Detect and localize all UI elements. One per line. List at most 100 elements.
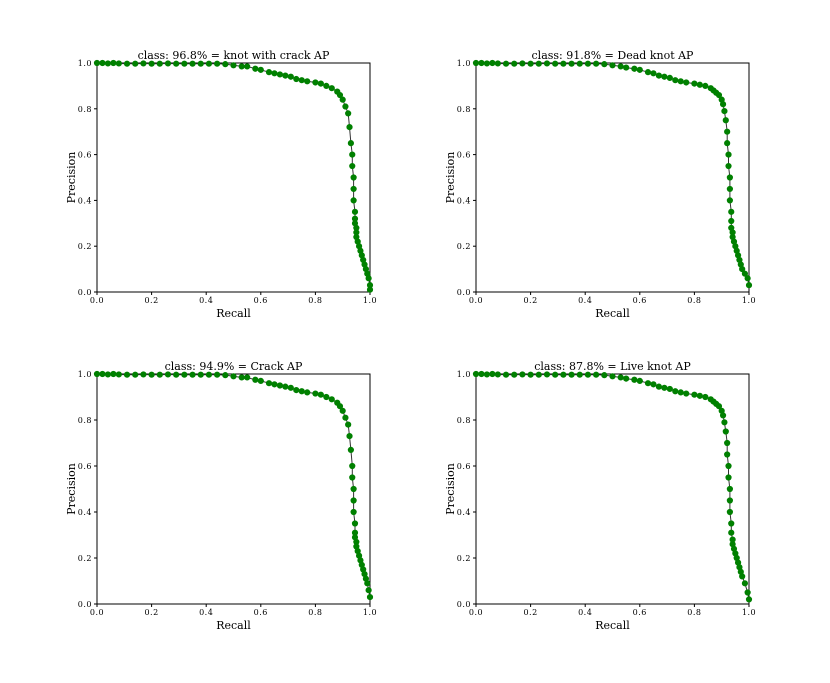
data-point: [189, 60, 196, 67]
data-point: [351, 520, 359, 527]
data-point: [350, 185, 357, 193]
data-point: [328, 85, 335, 92]
data-point: [257, 66, 264, 73]
data-point: [99, 59, 106, 67]
data-point: [349, 462, 356, 470]
x-tick-label: 0.6: [254, 608, 268, 617]
data-point: [568, 371, 575, 378]
y-tick-label: 1.0: [457, 59, 471, 68]
x-tick-label: 0.4: [578, 296, 592, 305]
y-tick-label: 1.0: [457, 370, 471, 379]
data-point: [527, 60, 534, 67]
data-point: [527, 371, 534, 378]
y-tick-label: 0.2: [457, 554, 471, 563]
data-point: [244, 374, 251, 381]
series-line: [97, 62, 371, 290]
x-axis-label: Recall: [595, 307, 630, 320]
data-point: [650, 381, 657, 388]
x-tick-label: 0.2: [523, 296, 537, 305]
data-point: [181, 371, 188, 378]
data-point: [552, 371, 559, 378]
chart-title: class: 87.8% = Live knot AP: [534, 360, 691, 373]
data-point: [568, 60, 575, 67]
data-point: [123, 60, 131, 67]
data-point: [724, 140, 731, 147]
y-tick-label: 0.0: [78, 600, 92, 609]
chart-title: class: 91.8% = Dead knot AP: [532, 49, 695, 62]
data-point: [631, 65, 638, 72]
data-point: [601, 372, 608, 379]
x-tick-label: 0.6: [633, 608, 647, 617]
data-point: [726, 197, 733, 204]
data-point: [722, 117, 729, 124]
data-point: [535, 371, 542, 378]
data-point: [197, 60, 204, 67]
data-point: [584, 60, 592, 67]
data-point: [323, 393, 330, 401]
data-point: [350, 508, 357, 516]
data-point: [214, 371, 221, 378]
data-point: [725, 462, 732, 470]
data-point: [140, 60, 147, 67]
data-point: [726, 485, 733, 493]
data-point: [298, 77, 305, 84]
y-axis-label: Precision: [65, 463, 78, 515]
data-point: [724, 439, 731, 447]
data-point: [702, 393, 709, 401]
data-point: [156, 371, 163, 378]
data-point: [123, 371, 131, 378]
data-point: [644, 69, 652, 76]
data-point: [238, 63, 245, 70]
data-point: [110, 370, 117, 378]
data-point: [728, 217, 735, 225]
x-tick-label: 0.0: [469, 296, 483, 305]
data-point: [93, 370, 101, 378]
data-point: [726, 508, 733, 516]
data-point: [350, 174, 357, 181]
data-point: [617, 374, 624, 381]
data-point: [346, 124, 353, 131]
data-point: [173, 60, 180, 67]
data-point: [696, 392, 703, 399]
data-point: [214, 60, 221, 67]
y-tick-label: 0.4: [457, 508, 471, 517]
data-point: [110, 59, 117, 67]
data-point: [282, 383, 289, 390]
plot-frame: [96, 373, 371, 605]
data-point: [156, 60, 163, 67]
data-point: [140, 371, 147, 378]
data-point: [347, 446, 354, 453]
data-point: [478, 59, 485, 67]
data-point: [535, 60, 542, 67]
data-point: [483, 60, 491, 67]
data-point: [691, 80, 698, 87]
data-point: [672, 388, 679, 395]
data-point: [739, 573, 746, 580]
data-point: [293, 387, 300, 394]
data-point: [345, 421, 352, 428]
data-point: [696, 81, 703, 88]
data-point: [252, 376, 259, 383]
data-point: [336, 91, 344, 99]
data-point: [644, 380, 652, 387]
data-point: [502, 371, 510, 378]
x-tick-label: 0.8: [687, 296, 701, 305]
data-point: [478, 370, 485, 378]
data-point: [472, 59, 480, 67]
x-tick-label: 0.8: [308, 608, 322, 617]
data-point: [502, 60, 510, 67]
data-point: [148, 371, 155, 378]
data-point: [636, 377, 643, 384]
data-point: [655, 383, 663, 390]
data-point: [724, 128, 731, 135]
x-tick-label: 0.4: [199, 608, 213, 617]
data-point: [350, 197, 357, 204]
data-point: [328, 396, 335, 403]
data-point: [489, 59, 496, 67]
x-tick-label: 1.0: [742, 296, 756, 305]
data-point: [189, 371, 196, 378]
data-point: [115, 60, 122, 67]
y-tick-label: 0.4: [457, 196, 471, 205]
x-tick-label: 0.4: [199, 296, 213, 305]
data-point: [197, 371, 204, 378]
